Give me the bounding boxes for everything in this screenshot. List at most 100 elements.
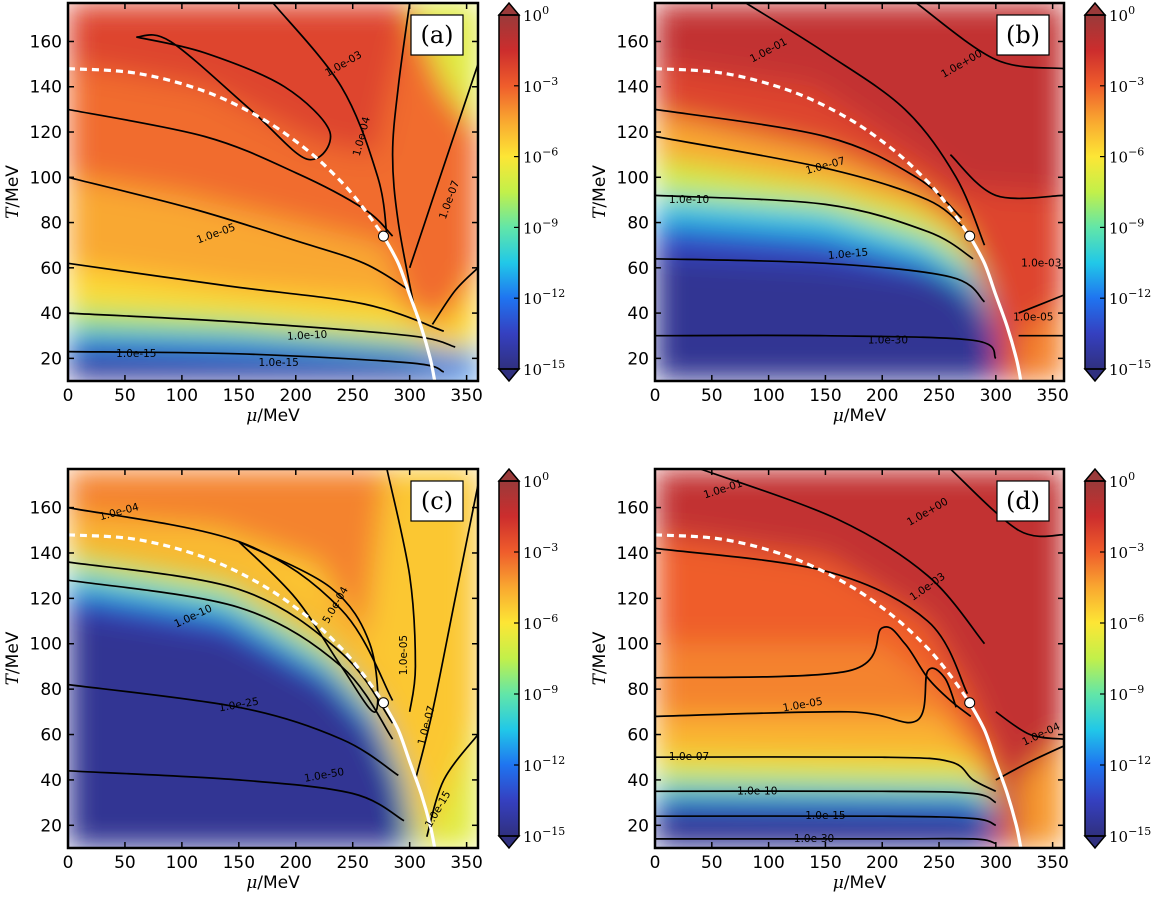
y-tick-label: 60 [627, 259, 649, 279]
x-tick-label: 200 [280, 853, 312, 873]
colorbar-tick-label: 10−3 [1109, 75, 1144, 96]
heat-band [68, 351, 478, 381]
panel-1: 1.0e-031.0e-041.0e-051.0e-071.0e-101.0e-… [3, 1, 565, 426]
x-tick-label: 0 [63, 853, 74, 873]
x-tick-label: 0 [63, 386, 74, 406]
contour-line [995, 745, 1064, 781]
x-tick-label: 250 [923, 853, 955, 873]
colorbar-tick-label: 100 [1109, 470, 1135, 491]
contour-line [136, 34, 332, 161]
x-tick-label: 0 [650, 853, 661, 873]
colorbar-gradient [499, 481, 519, 836]
y-tick-label: 120 [30, 123, 62, 143]
contour-line [655, 667, 957, 724]
heat-band [1018, 301, 1064, 381]
contour-label: 1.0e-15 [259, 357, 299, 369]
y-tick-label: 160 [30, 499, 62, 519]
colorbar-tick-label: 10−3 [1109, 541, 1144, 562]
contour-label: 1.0e-15 [828, 247, 869, 262]
x-tick-label: 350 [450, 853, 482, 873]
y-tick-label: 60 [627, 726, 649, 746]
y-tick-label: 60 [40, 726, 62, 746]
y-axis-label: T/MeV [590, 631, 610, 685]
x-tick-label: 250 [336, 386, 368, 406]
contour-label: 1.0e-10 [287, 329, 328, 343]
panel-tag-box [996, 14, 1050, 56]
heat-band [68, 469, 387, 644]
x-tick-label: 100 [752, 853, 784, 873]
contour-line [655, 257, 986, 303]
contour-line [68, 769, 405, 822]
x-tick-label: 200 [866, 853, 898, 873]
y-tick-label: 40 [40, 304, 62, 324]
contour-line [915, 3, 1064, 70]
contour-label: 1.0e-05 [1013, 312, 1053, 324]
x-tick-label: 300 [980, 386, 1012, 406]
colorbar-tick-label: 10−9 [523, 216, 558, 237]
first-order-line [382, 702, 437, 848]
x-axis-label: μ/MeV [833, 873, 887, 893]
contour-lines [655, 3, 1064, 381]
colorbar-tick-label: 10−6 [1109, 146, 1144, 167]
panel-tag-box [996, 480, 1050, 522]
plot-frame [66, 467, 480, 850]
x-axis-label: μ/MeV [246, 406, 300, 426]
x-tick-label: 350 [1036, 853, 1068, 873]
contour-line [655, 194, 974, 260]
contour-line [408, 63, 478, 269]
colorbar: 100 10−3 10−6 10−9 10−12 10−15 [497, 467, 565, 850]
heatmap-area [655, 3, 1064, 381]
first-order-line [382, 235, 437, 381]
x-tick-label: 50 [701, 386, 723, 406]
colorbar: 100 10−3 10−6 10−9 10−12 10−15 [1083, 467, 1151, 850]
contour-lines [68, 469, 478, 848]
x-tick-label: 200 [280, 386, 312, 406]
x-tick-label: 250 [336, 853, 368, 873]
x-tick-label: 300 [393, 386, 425, 406]
contour-lines [655, 469, 1064, 848]
contour-label: 1.0e-07 [669, 751, 709, 763]
colorbar-tick-label: 10−15 [523, 825, 565, 846]
colorbar-tick-label: 10−6 [523, 146, 558, 167]
contour-line [655, 837, 997, 845]
contour-line [386, 469, 417, 712]
y-tick-label: 140 [617, 544, 649, 564]
contour-line [68, 312, 456, 348]
colorbar-extend-top [1083, 467, 1107, 482]
colorbar-gradient [1085, 15, 1105, 369]
panel-tag: (c) [421, 487, 453, 515]
colorbar-extend-top [497, 467, 521, 482]
colorbar-frame [1084, 480, 1106, 837]
x-tick-label: 100 [166, 386, 198, 406]
contour-line [1018, 294, 1064, 314]
colorbar-tick-label: 10−9 [1109, 216, 1144, 237]
y-tick-label: 100 [30, 168, 62, 188]
contour-line [655, 790, 997, 804]
y-tick-label: 80 [627, 214, 649, 234]
y-tick-label: 140 [30, 78, 62, 98]
y-tick-label: 160 [617, 32, 649, 52]
colorbar-gradient [1085, 481, 1105, 836]
heat-band [655, 254, 996, 381]
contour-line [655, 756, 997, 793]
y-tick-label: 140 [30, 544, 62, 564]
y-tick-label: 80 [627, 680, 649, 700]
y-axis-label: T/MeV [3, 165, 23, 219]
contour-line [68, 683, 399, 777]
contour-label: 1.0e-10 [737, 785, 777, 797]
colorbar-tick-label: 10−12 [1109, 754, 1151, 775]
colorbar-extend-top [497, 1, 521, 16]
contour-line [995, 711, 1064, 740]
contour-label: 1.0e-30 [868, 334, 908, 346]
contour-line [655, 334, 997, 360]
contour-line [68, 176, 411, 292]
colorbar-tick-label: 100 [523, 470, 549, 491]
colorbar-tick-label: 10−12 [1109, 287, 1151, 308]
colorbar-tick-label: 10−12 [523, 754, 565, 775]
critical-point-marker [964, 230, 976, 242]
colorbar-extend-bottom [497, 368, 521, 383]
contour-line [68, 262, 445, 333]
colorbar-frame [498, 480, 520, 837]
heat-band [1018, 734, 1064, 848]
colorbar: 100 10−3 10−6 10−9 10−12 10−15 [497, 1, 565, 383]
